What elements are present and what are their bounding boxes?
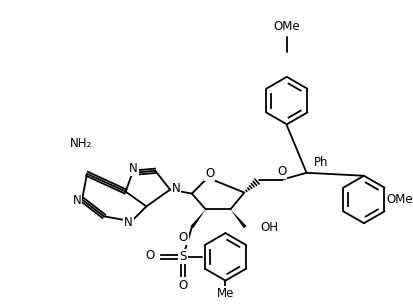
Text: OH: OH <box>259 221 278 234</box>
Text: OMe: OMe <box>273 20 299 33</box>
Text: N: N <box>73 194 81 207</box>
Text: Ph: Ph <box>313 156 328 169</box>
Polygon shape <box>190 209 205 228</box>
Text: N: N <box>171 182 180 195</box>
Text: N: N <box>129 162 138 175</box>
Polygon shape <box>230 209 246 228</box>
Text: Me: Me <box>216 287 234 300</box>
Text: OMe: OMe <box>385 193 412 206</box>
Text: O: O <box>178 279 187 292</box>
Text: O: O <box>204 167 214 180</box>
Text: S: S <box>179 250 186 263</box>
Text: O: O <box>178 231 187 244</box>
Text: O: O <box>277 165 286 178</box>
Text: N: N <box>124 216 133 229</box>
Text: O: O <box>145 249 154 262</box>
Text: NH₂: NH₂ <box>70 137 92 150</box>
